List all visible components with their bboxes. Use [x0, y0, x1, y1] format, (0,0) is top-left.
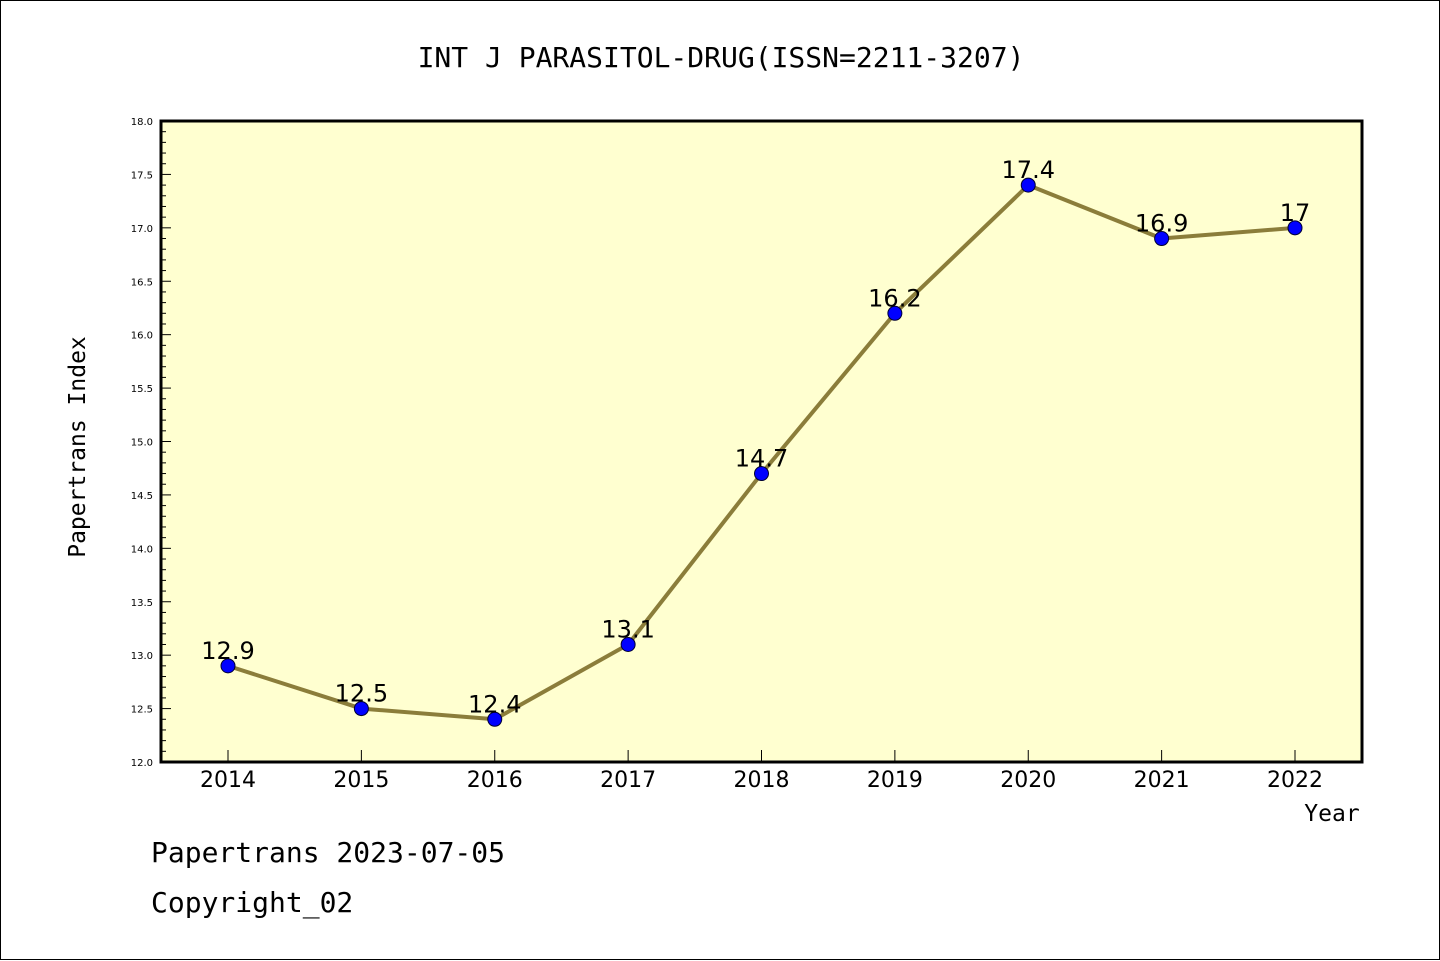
y-tick-label: 12.0: [131, 758, 153, 769]
y-tick-label: 17.0: [131, 224, 153, 235]
x-tick-label: 2020: [1000, 768, 1056, 793]
y-axis-label: Papertrans Index: [65, 336, 91, 558]
y-tick-label: 15.0: [131, 438, 153, 449]
data-label: 17: [1280, 199, 1311, 227]
y-tick-label: 14.0: [131, 544, 153, 555]
x-tick-label: 2022: [1267, 768, 1323, 793]
x-axis: 2014 2015 2016 2017 2018 2019 2020 2021 2022: [200, 750, 1323, 793]
x-tick-label: 2017: [600, 768, 656, 793]
data-point: [353, 701, 369, 717]
data-label: 16.9: [1135, 210, 1188, 238]
footer-copyright: Copyright_02: [151, 886, 354, 919]
data-label: 17.4: [1002, 156, 1055, 184]
data-point: [754, 466, 769, 482]
data-label: 16.2: [868, 284, 921, 312]
data-point: [487, 711, 503, 727]
data-point: [1287, 220, 1303, 236]
x-tick-label: 2014: [200, 768, 256, 793]
data-point: [887, 305, 903, 321]
data-label: 13.1: [601, 615, 654, 643]
x-tick-label: 2021: [1134, 768, 1190, 793]
plot-area: [159, 119, 1364, 764]
chart-title: INT J PARASITOL-DRUG(ISSN=2211-3207): [418, 41, 1025, 74]
y-tick-label: 17.5: [131, 170, 153, 181]
x-axis-label: Year: [1304, 801, 1359, 827]
x-tick-label: 2018: [734, 768, 790, 793]
data-label: 12.5: [335, 680, 388, 708]
data-label: 14.7: [735, 445, 788, 473]
x-tick-label: 2019: [867, 768, 923, 793]
y-tick-label: 13.0: [131, 651, 153, 662]
y-tick-label: 15.5: [131, 384, 153, 395]
data-label: 12.4: [468, 690, 521, 718]
data-point: [1154, 231, 1170, 247]
y-tick-label: 18.0: [131, 117, 153, 128]
y-tick-label: 13.5: [131, 598, 153, 609]
footer-date: Papertrans 2023-07-05: [151, 836, 506, 869]
y-tick-label: 12.5: [131, 705, 153, 716]
data-point: [220, 658, 236, 674]
data-points: [220, 177, 1303, 727]
y-axis: 12.0 12.5 13.0 13.5 14.0 14.5 15.0 15.5 16.0 16.5…: [131, 117, 171, 769]
data-point: [1020, 177, 1036, 193]
data-label: 12.9: [201, 637, 254, 665]
x-tick-label: 2016: [467, 768, 523, 793]
y-tick-label: 14.5: [131, 491, 153, 502]
y-tick-label: 16.5: [131, 277, 153, 288]
x-tick-label: 2015: [333, 768, 389, 793]
data-labels: 12.9 12.5 12.4 13.1 14.7 16.2 17.4 16.9 17: [201, 156, 1310, 718]
y-tick-label: 16.0: [131, 331, 153, 342]
data-point: [620, 636, 636, 652]
